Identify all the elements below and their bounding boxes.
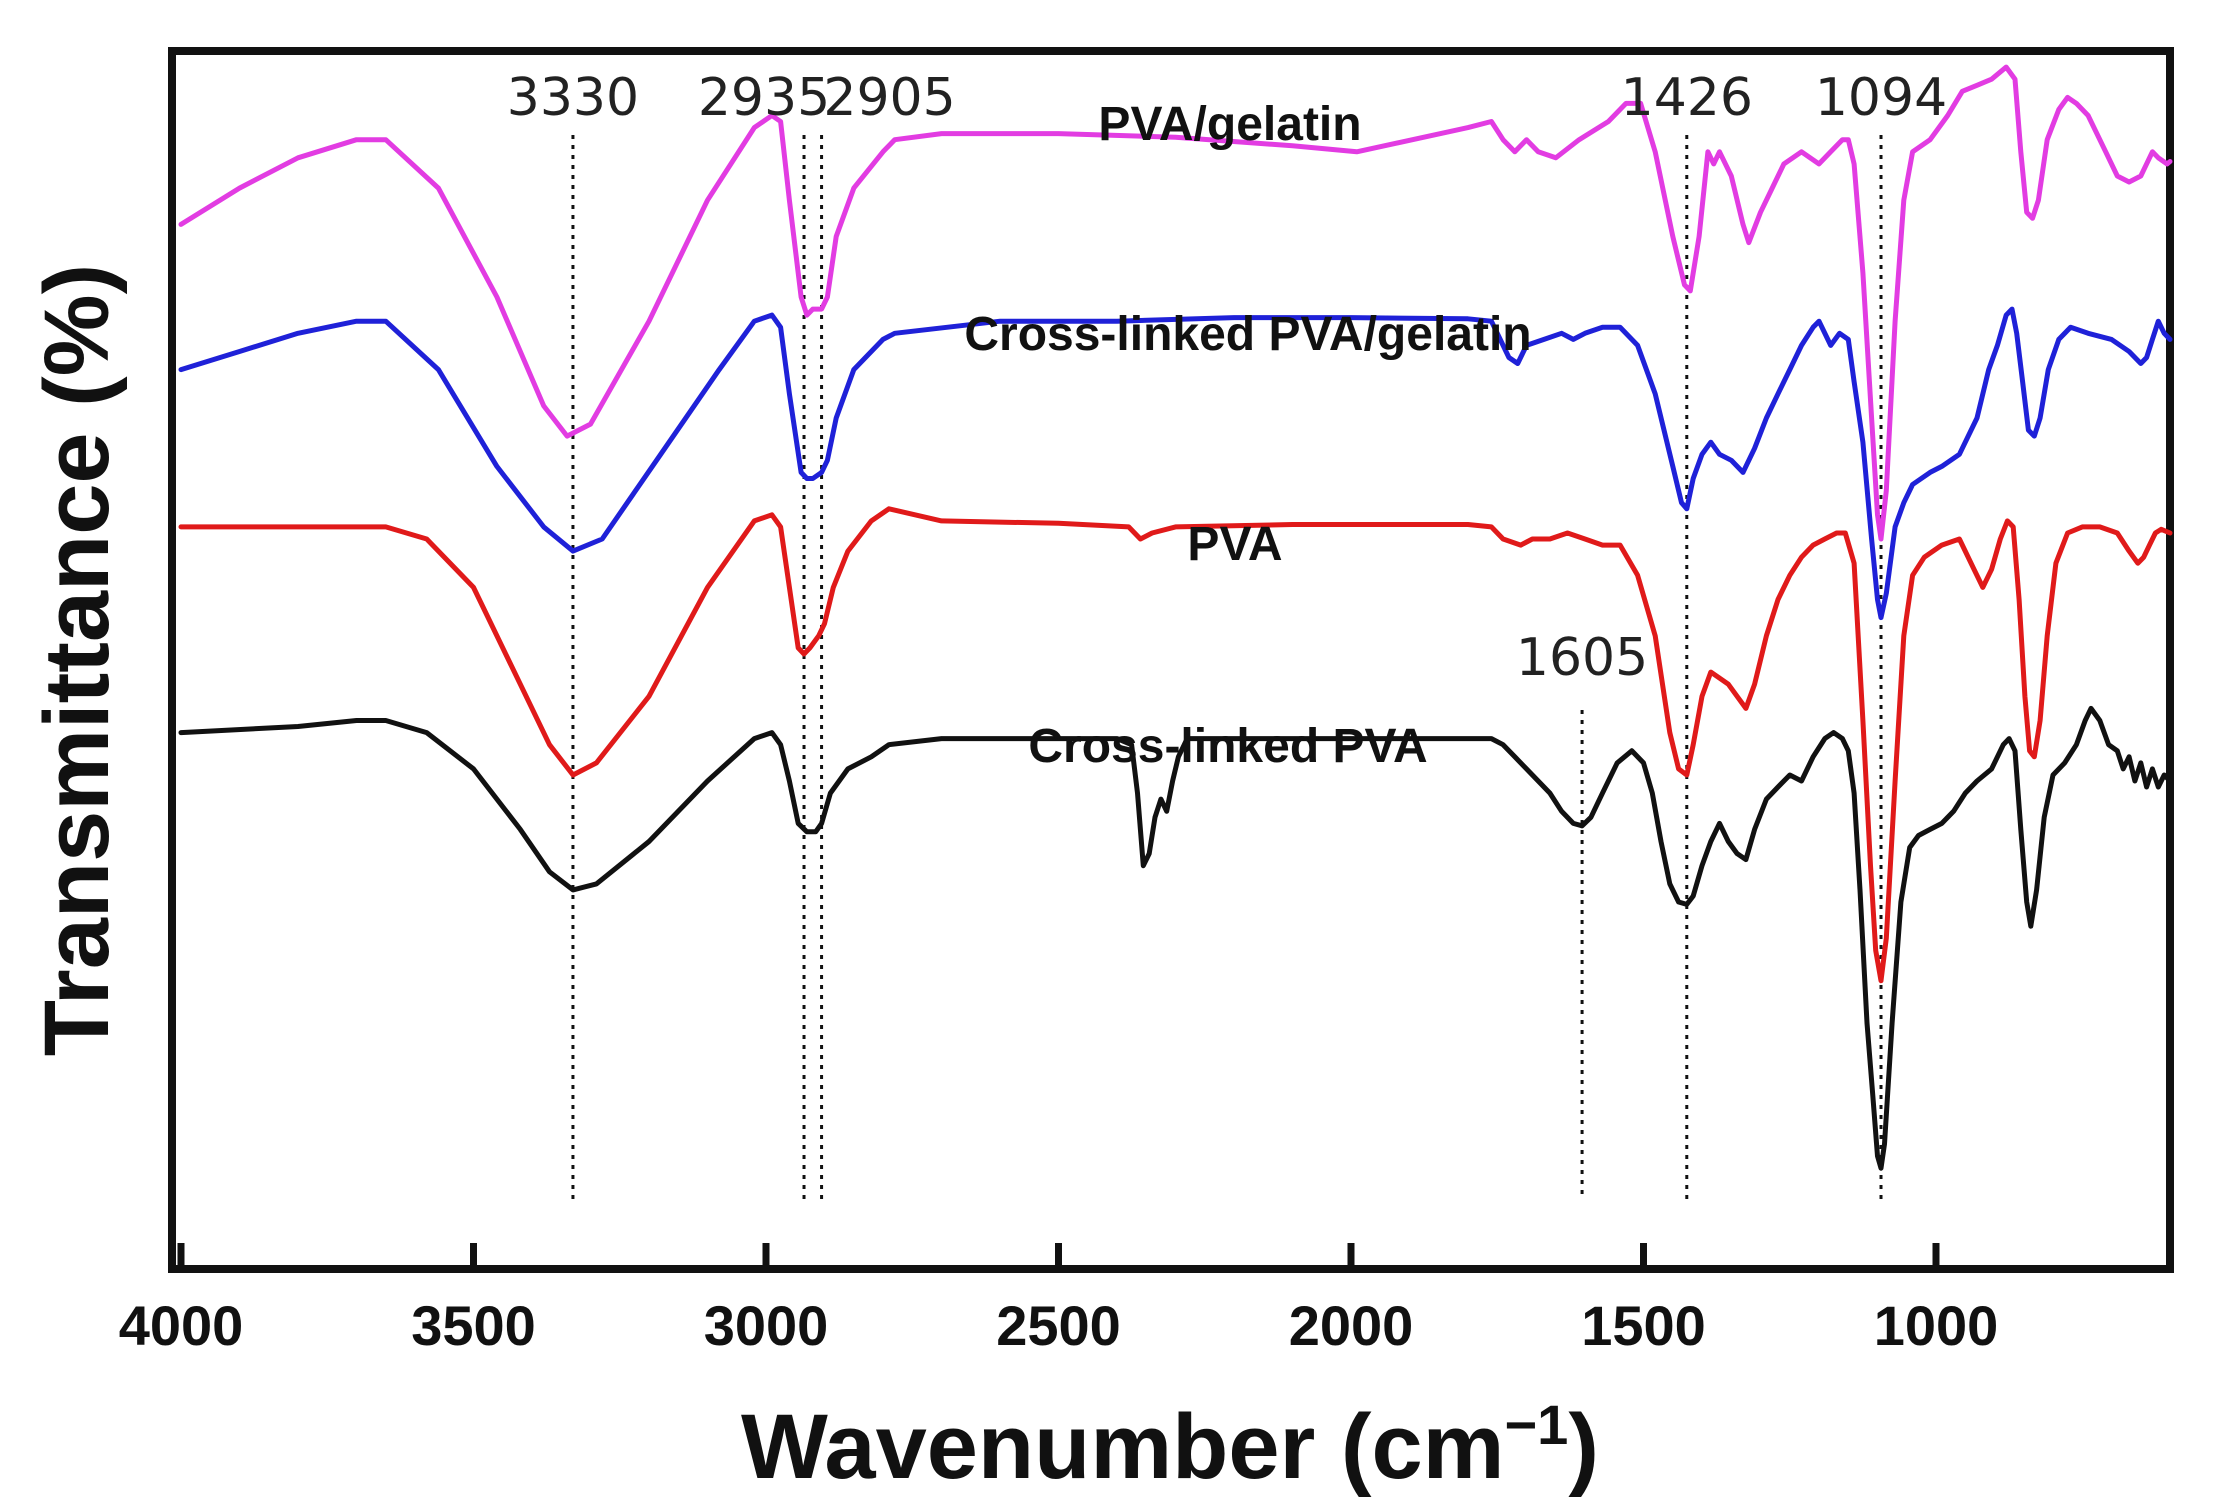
- series-label-pva: PVA: [1187, 518, 1282, 571]
- x-tick-label-3000: 3000: [704, 1294, 829, 1357]
- x-tick-label-4000: 4000: [119, 1294, 244, 1357]
- series-group: [178, 64, 2173, 1171]
- x-tick-label-3500: 3500: [411, 1294, 536, 1357]
- series-label-cross-linked-pva-gelatin: Cross-linked PVA/gelatin: [964, 308, 1531, 361]
- plot-frame: [168, 47, 2174, 1273]
- peak-label-1605: 1605: [1516, 628, 1648, 688]
- series-line-cross-linked-pva: [178, 705, 2173, 1171]
- series-label-pva-gelatin: PVA/gelatin: [1098, 98, 1361, 151]
- x-axis-title: Wavenumber (cm−1): [741, 1393, 1599, 1498]
- y-axis-title: Transmittance (%): [26, 264, 128, 1056]
- peak-label-1094: 1094: [1815, 68, 1947, 128]
- peak-label-2935: 2935: [698, 68, 830, 128]
- x-tick-label-1500: 1500: [1581, 1294, 1706, 1357]
- x-tick-label-2500: 2500: [996, 1294, 1121, 1357]
- x-tick-label-1000: 1000: [1874, 1294, 1999, 1357]
- peak-label-2905: 2905: [823, 68, 955, 128]
- series-line-pva: [178, 506, 2173, 984]
- x-axis-title-superscript: −1: [1504, 1393, 1568, 1456]
- series-line-pva-gelatin: [178, 64, 2173, 542]
- x-axis-ticks: 4000 3500 3000 2500 2000 1500 1000: [119, 1243, 1999, 1357]
- series-label-cross-linked-pva: Cross-linked PVA: [1028, 720, 1427, 773]
- peak-marker-lines: [571, 135, 1883, 1200]
- series-labels: PVA/gelatin Cross-linked PVA/gelatin PVA Cr…: [964, 98, 1531, 773]
- peak-label-3330: 3330: [507, 68, 639, 128]
- series-line-cross-linked-pva-gelatin: [178, 306, 2173, 621]
- peak-label-1426: 1426: [1621, 68, 1753, 128]
- x-tick-label-2000: 2000: [1289, 1294, 1414, 1357]
- plot-border: [168, 47, 2174, 1273]
